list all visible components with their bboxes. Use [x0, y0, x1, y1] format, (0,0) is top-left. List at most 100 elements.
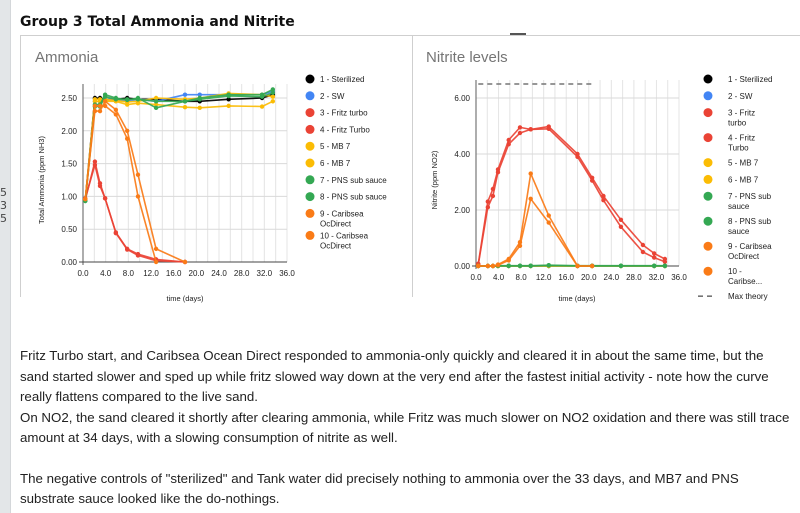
legend-item: 5 - MB 7	[305, 141, 351, 151]
data-point	[259, 104, 265, 109]
legend-marker-icon	[703, 174, 713, 184]
series-line	[84, 160, 186, 263]
y-tick-label: 0.50	[61, 225, 77, 234]
x-tick-label: 4.0	[100, 269, 112, 278]
x-tick-label: 20.0	[189, 269, 205, 278]
data-point	[640, 242, 646, 248]
legend-label: sauce	[728, 202, 750, 211]
legend-item: 5 - MB 7	[703, 158, 759, 168]
y-tick-label: 0.00	[454, 262, 470, 271]
nitrite-x-axis-label: time (days)	[558, 294, 596, 303]
x-tick-label: 16.0	[558, 273, 574, 282]
legend-item: 10 -Caribse...	[703, 266, 762, 286]
nitrite-y-axis-label: Nitrite (ppm NO2)	[430, 150, 439, 209]
data-point	[153, 102, 159, 107]
legend-marker-icon	[305, 175, 315, 185]
data-point	[197, 97, 202, 102]
ammonia-chart: Ammonia 0.00 0.50 1.00 1.50 2.00 2.50 0.0 4.0 8…	[35, 49, 387, 303]
legend-label: 1 - Sterilized	[320, 75, 364, 84]
legend-marker-icon	[305, 141, 315, 151]
data-point	[102, 103, 108, 109]
data-point	[135, 194, 141, 199]
ammonia-y-ticks: 0.00 0.50 1.00 1.50 2.00 2.50	[61, 94, 77, 267]
legend-label: sauce	[728, 227, 750, 236]
nitrite-chart-title: Nitrite levels	[426, 49, 508, 66]
legend-marker-icon	[703, 266, 713, 276]
ammonia-series	[83, 87, 276, 265]
data-point	[182, 104, 188, 110]
legend-marker-icon	[305, 91, 315, 101]
legend-marker-icon	[703, 74, 713, 84]
ammonia-y-axis-label: Total Ammonia (ppm NH3)	[37, 136, 46, 224]
data-point	[601, 198, 606, 203]
nitrite-y-ticks: 0.00 2.00 4.00 6.00	[454, 94, 470, 271]
x-tick-label: 16.0	[166, 269, 182, 278]
x-tick-label: 12.0	[143, 269, 159, 278]
data-point	[506, 258, 511, 263]
data-point	[517, 130, 523, 136]
x-tick-label: 36.0	[671, 273, 687, 282]
series-line	[84, 92, 274, 202]
legend-label: 4 - Fritz Turbo	[320, 125, 370, 134]
series-line	[84, 93, 274, 200]
legend-item: 2 - SW	[305, 91, 345, 101]
data-point	[113, 107, 119, 113]
data-point	[226, 103, 231, 109]
gutter-number: 5	[0, 212, 7, 225]
chart-frame-top-border	[20, 35, 800, 296]
legend-label: 8 - PNS sub sauce	[320, 193, 387, 202]
x-tick-label: 20.0	[581, 273, 597, 282]
legend-label: turbo	[728, 119, 747, 128]
data-point	[113, 97, 119, 102]
data-point	[270, 87, 276, 92]
nitrite-chart: Nitrite levels 0.00 2.00 4.00 6.00 0.0 4.0 8.…	[426, 49, 772, 303]
data-point	[102, 196, 108, 201]
data-point	[485, 263, 491, 269]
data-point	[651, 263, 657, 269]
x-tick-label: 8.0	[123, 269, 135, 278]
x-tick-label: 8.0	[516, 273, 528, 282]
data-point	[485, 199, 491, 204]
data-point	[102, 94, 108, 99]
legend-marker-icon	[703, 133, 713, 143]
x-tick-label: 0.0	[77, 269, 89, 278]
y-tick-label: 6.00	[454, 94, 470, 103]
series-line	[84, 92, 273, 200]
data-point	[517, 243, 523, 249]
data-point	[97, 103, 103, 109]
data-point	[92, 97, 98, 102]
legend-item: 6 - MB 7	[703, 174, 759, 184]
legend-item: 1 - Sterilized	[305, 74, 364, 84]
paragraph: Fritz Turbo start, and Caribsea Ocean Di…	[20, 348, 769, 404]
series-line	[84, 100, 274, 200]
data-point	[153, 105, 159, 111]
y-tick-label: 2.00	[454, 206, 470, 215]
legend-label: 10 - Caribsea	[320, 231, 369, 240]
legend-marker-icon	[703, 191, 713, 201]
data-point	[113, 112, 119, 117]
y-tick-label: 2.00	[61, 127, 77, 136]
data-point	[495, 262, 501, 268]
top-tab-indicator	[510, 33, 526, 35]
data-point	[113, 230, 119, 236]
data-point	[182, 92, 188, 97]
data-point	[589, 178, 595, 183]
x-tick-label: 12.0	[536, 273, 552, 282]
data-point	[640, 249, 646, 255]
chart-frame-left-border	[20, 35, 21, 297]
legend-marker-icon	[703, 108, 713, 118]
legend-label: 9 - Caribsea	[728, 242, 772, 251]
data-point	[546, 126, 551, 131]
data-point	[528, 196, 533, 201]
ammonia-legend: 1 - Sterilized 2 - SW 3 - Fritz turbo 4 - F…	[305, 74, 387, 250]
legend-label: 2 - SW	[728, 92, 753, 101]
legend-item: 2 - SW	[703, 91, 753, 101]
legend-marker-icon	[703, 91, 713, 101]
x-tick-label: 36.0	[279, 269, 295, 278]
series-line	[477, 125, 666, 264]
legend-label: OcDirect	[320, 241, 352, 250]
